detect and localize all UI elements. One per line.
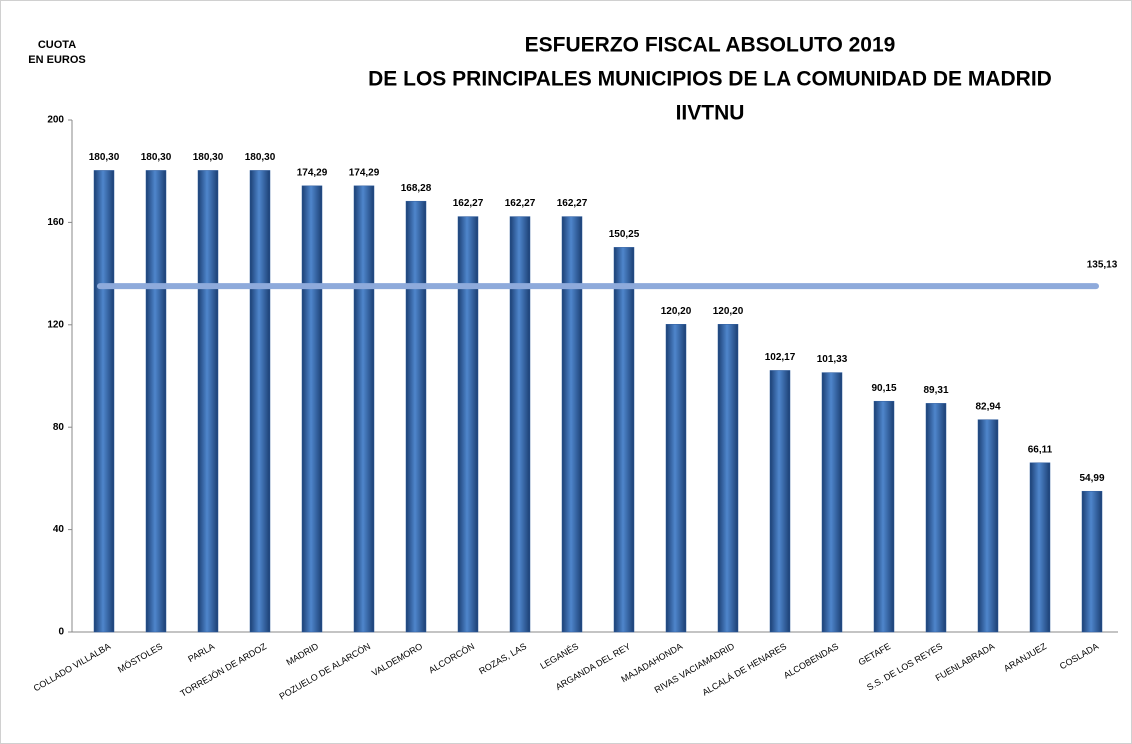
bar (353, 185, 375, 633)
bar (717, 324, 739, 633)
chart-title: DE LOS PRINCIPALES MUNICIPIOS DE LA COMU… (368, 68, 1052, 91)
value-label: 101,33 (817, 354, 848, 365)
bar (93, 170, 115, 633)
value-label: 162,27 (453, 198, 484, 209)
chart-title: IIVTNU (676, 102, 745, 125)
bar (197, 170, 219, 633)
y-tick-label: 200 (47, 115, 64, 126)
bar (1029, 462, 1051, 633)
value-label: 54,99 (1079, 473, 1104, 484)
chart-title: ESFUERZO FISCAL ABSOLUTO 2019 (525, 34, 896, 57)
value-label: 180,30 (245, 152, 276, 163)
y-tick-label: 0 (58, 627, 64, 638)
bar (613, 247, 635, 633)
average-label: 135,13 (1087, 260, 1118, 271)
value-label: 82,94 (975, 401, 1000, 412)
bar (925, 403, 947, 633)
bar (1081, 490, 1103, 633)
value-label: 168,28 (401, 183, 432, 194)
bar (249, 170, 271, 633)
y-axis-label: CUOTA (38, 39, 76, 51)
value-label: 90,15 (871, 383, 896, 394)
bar (873, 400, 895, 633)
value-label: 66,11 (1028, 444, 1053, 455)
y-axis-label: EN EUROS (28, 54, 85, 66)
y-tick-label: 80 (53, 422, 65, 433)
bar (405, 200, 427, 633)
value-label: 102,17 (765, 352, 796, 363)
bar (145, 170, 167, 633)
value-label: 120,20 (713, 306, 744, 317)
value-label: 180,30 (141, 152, 172, 163)
y-tick-label: 120 (47, 319, 64, 330)
value-label: 162,27 (505, 198, 536, 209)
y-tick-label: 40 (53, 524, 65, 535)
bar (769, 370, 791, 633)
y-tick-label: 160 (47, 217, 64, 228)
value-label: 150,25 (609, 229, 640, 240)
bar (665, 324, 687, 633)
value-label: 174,29 (297, 167, 328, 178)
value-label: 120,20 (661, 306, 692, 317)
bar (301, 185, 323, 633)
value-label: 180,30 (89, 152, 120, 163)
value-label: 174,29 (349, 167, 380, 178)
bar (457, 216, 479, 633)
bar (977, 419, 999, 633)
bar (509, 216, 531, 633)
value-label: 89,31 (923, 385, 948, 396)
bar (821, 372, 843, 633)
value-label: 162,27 (557, 198, 588, 209)
value-label: 180,30 (193, 152, 224, 163)
bar (561, 216, 583, 633)
